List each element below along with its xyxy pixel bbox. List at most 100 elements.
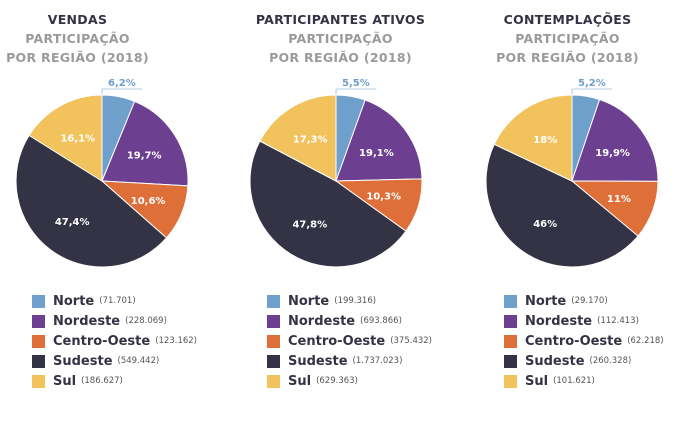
chart-panel-contemplacoes: CONTEMPLAÇÕES PARTICIPAÇÃO POR REGIÃO (2… [454,0,681,423]
legend-swatch-norte [267,294,280,308]
legend-count: (101.621) [553,376,595,386]
legend-item-sudeste: Sudeste (260.328) [504,351,664,371]
legend-label: Sul [53,373,77,389]
legend-item-sul: Sul (186.627) [32,371,197,391]
legend-swatch-centro-oeste [32,334,45,348]
legend-item-sudeste: Sudeste (1.737.023) [267,351,432,371]
legend-item-sul: Sul (629.363) [267,371,432,391]
chart-subtitle-line-1: PARTICIPAÇÃO [288,31,393,46]
legend-label: Centro-Oeste [525,333,623,349]
chart-title: VENDAS [47,12,108,27]
legend-swatch-sudeste [32,354,45,368]
data-label-norte: 5,5% [342,78,370,89]
legend-count: (375.432) [390,336,432,346]
leader-line-norte [101,88,142,95]
legend-count: (71.701) [99,296,136,306]
chart-title: PARTICIPANTES ATIVOS [255,12,426,27]
legend-swatch-norte [32,294,45,308]
pie-slice-sudeste [485,143,639,268]
pie-slice-nordeste [335,99,423,182]
legend-item-centro-oeste: Centro-Oeste (123.162) [32,331,197,351]
chart-title-block: VENDAS PARTICIPAÇÃO POR REGIÃO (2018) [0,10,191,67]
legend-item-norte: Norte (199.316) [267,291,432,311]
pie-slice-sul [28,94,103,182]
legend-swatch-sul [32,374,45,388]
legend-count: (260.328) [589,356,632,366]
legend-count: (123.162) [155,336,197,346]
chart-subtitle-line-2: POR REGIÃO (2018) [6,50,149,65]
legend-item-norte: Norte (71.701) [32,291,197,311]
legend-swatch-sudeste [504,354,517,368]
legend-label: Sudeste [525,353,585,369]
chart-subtitle-line-1: PARTICIPAÇÃO [25,31,130,46]
chart-title: CONTEMPLAÇÕES [503,12,632,27]
data-label-norte: 6,2% [108,78,136,89]
data-label-sul: 16,1% [60,133,95,144]
legend-label: Nordeste [53,313,121,329]
legend-swatch-sudeste [267,354,280,368]
chart-panel-participantes-ativos: PARTICIPANTES ATIVOS PARTICIPAÇÃO POR RE… [227,0,454,423]
chart-subtitle-line-2: POR REGIÃO (2018) [496,50,639,65]
legend-label: Norte [525,293,567,309]
legend-label: Norte [53,293,95,309]
pie-slice-sul [259,94,337,182]
data-label-centro-oeste: 11% [607,194,631,205]
legend-swatch-norte [504,294,517,308]
data-label-nordeste: 19,7% [127,150,162,161]
legend-swatch-nordeste [32,314,45,328]
data-label-norte: 5,2% [578,78,606,89]
legend-label: Sudeste [288,353,348,369]
data-label-nordeste: 19,1% [359,148,394,159]
legend-count: (62.218) [627,336,664,346]
chart-title-block: CONTEMPLAÇÕES PARTICIPAÇÃO POR REGIÃO (2… [454,10,681,67]
legend-label: Sul [288,373,312,389]
pie-chart-participantes-ativos: 5,5% 19,1% 10,3% 47,8% 17,3% [249,78,423,268]
legend-item-nordeste: Nordeste (112.413) [504,311,664,331]
legend-count: (629.363) [316,376,358,386]
legend-item-nordeste: Nordeste (228.069) [32,311,197,331]
legend-count: (1.737.023) [352,356,403,366]
legend-label: Norte [288,293,330,309]
data-label-sudeste: 47,4% [55,217,90,228]
data-label-sul: 18% [533,135,557,146]
legend-count: (693.866) [360,316,402,326]
legend-item-norte: Norte (29.170) [504,291,664,311]
data-label-sudeste: 46% [533,219,557,230]
chart-panel-vendas: VENDAS PARTICIPAÇÃO POR REGIÃO (2018) 6,… [0,0,227,423]
legend: Norte (199.316) Nordeste (693.866) Centro-… [267,291,432,391]
data-label-sudeste: 47,8% [292,219,327,230]
legend-swatch-sul [267,374,280,388]
legend-label: Centro-Oeste [53,333,151,349]
pie-chart-vendas: 6,2% 19,7% 10,6% 47,4% 16,1% [15,78,189,268]
pie-slice-sul [493,94,573,182]
legend-count: (228.069) [125,316,167,326]
legend-count: (549.442) [117,356,160,366]
legend-label: Sul [525,373,549,389]
legend-count: (199.316) [334,296,377,306]
legend-item-sudeste: Sudeste (549.442) [32,351,197,371]
pie-slice-sudeste [249,140,407,268]
pie-chart-contemplacoes: 5,2% 19,9% 11% 46% 18% [485,78,659,268]
legend-swatch-nordeste [267,314,280,328]
legend-item-centro-oeste: Centro-Oeste (62.218) [504,331,664,351]
legend-item-sul: Sul (101.621) [504,371,664,391]
data-label-nordeste: 19,9% [595,148,630,159]
legend-count: (29.170) [571,296,608,306]
legend-label: Centro-Oeste [288,333,386,349]
legend-label: Nordeste [288,313,356,329]
legend-swatch-centro-oeste [267,334,280,348]
legend-item-centro-oeste: Centro-Oeste (375.432) [267,331,432,351]
legend-count: (112.413) [597,316,639,326]
pie-slice-nordeste [571,98,659,182]
chart-subtitle-line-2: POR REGIÃO (2018) [269,50,412,65]
legend-label: Nordeste [525,313,593,329]
chart-title-block: PARTICIPANTES ATIVOS PARTICIPAÇÃO POR RE… [227,10,454,67]
pie-slice-sudeste [15,134,168,268]
data-label-centro-oeste: 10,6% [131,196,166,207]
legend-label: Sudeste [53,353,113,369]
data-label-sul: 17,3% [293,134,328,145]
leader-line-norte [571,88,612,95]
legend-swatch-sul [504,374,517,388]
legend: Norte (71.701) Nordeste (228.069) Centro-O… [32,291,197,391]
legend-swatch-centro-oeste [504,334,517,348]
